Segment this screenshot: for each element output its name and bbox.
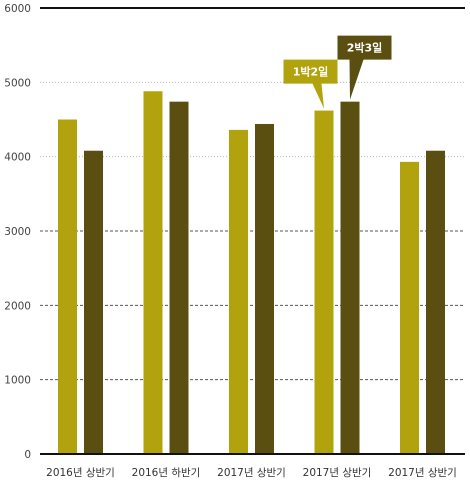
x-tick-label: 2016년 하반기 [132, 466, 201, 479]
x-tick-label: 2016년 상반기 [46, 467, 115, 479]
y-tick-label: 5000 [4, 77, 31, 89]
y-tick-label: 3000 [4, 226, 31, 238]
bar-4-0 [400, 161, 419, 454]
callout-label: 2박3일 [347, 41, 383, 55]
x-tick-label: 2017년 상반기 [388, 467, 457, 479]
bar-3-1 [340, 101, 360, 454]
bar-4-1 [426, 150, 445, 454]
y-tick-label: 4000 [4, 152, 31, 164]
y-tick-label: 2000 [4, 300, 31, 312]
callout-box [337, 35, 392, 100]
bar-2-0 [229, 129, 248, 454]
callout-box [283, 59, 338, 109]
tick-labels: 0 1000 2000 3000 4000 5000 6000 2016년 상반기 2016년 … [4, 3, 457, 479]
bar-1-0 [143, 91, 163, 455]
bar-0-1 [84, 150, 103, 454]
bar-3-0 [314, 110, 334, 454]
x-tick-label: 2017년 상반기 [217, 467, 286, 479]
y-tick-label: 1000 [4, 375, 31, 387]
bar-1-1 [169, 101, 189, 454]
grid-lines [40, 81, 465, 381]
bar-2-1 [255, 123, 274, 455]
axes [40, 7, 465, 455]
callout-label: 1박2일 [293, 65, 329, 79]
x-tick-label: 2017년 상반기 [303, 467, 372, 479]
annotations: 1박2일 2박3일 [283, 35, 392, 109]
bar-0-0 [58, 119, 77, 454]
y-tick-label: 0 [24, 449, 31, 461]
bars [58, 91, 445, 455]
y-tick-label: 6000 [4, 3, 31, 15]
